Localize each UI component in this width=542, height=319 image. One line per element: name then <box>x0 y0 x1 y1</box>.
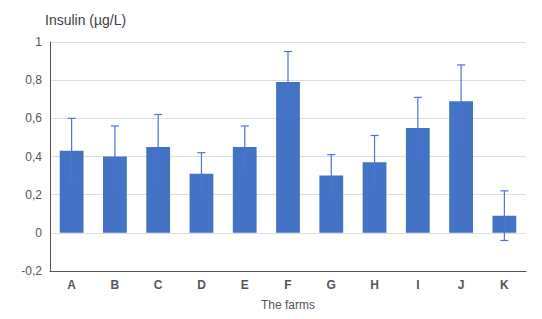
svg-text:H: H <box>370 278 379 292</box>
svg-text:0,4: 0,4 <box>25 150 42 164</box>
svg-text:K: K <box>500 278 509 292</box>
svg-text:0,8: 0,8 <box>25 73 42 87</box>
svg-text:G: G <box>327 278 336 292</box>
svg-text:-0,2: -0,2 <box>21 264 42 278</box>
svg-text:The farms: The farms <box>261 298 315 312</box>
svg-text:0: 0 <box>35 226 42 240</box>
svg-text:0,2: 0,2 <box>25 188 42 202</box>
svg-text:Insulin (µg/L): Insulin (µg/L) <box>45 12 126 28</box>
svg-text:I: I <box>416 278 419 292</box>
svg-text:0,6: 0,6 <box>25 111 42 125</box>
svg-text:F: F <box>284 278 291 292</box>
svg-text:C: C <box>154 278 163 292</box>
svg-text:D: D <box>197 278 206 292</box>
svg-text:E: E <box>241 278 249 292</box>
svg-text:J: J <box>458 278 465 292</box>
svg-text:B: B <box>111 278 120 292</box>
svg-text:A: A <box>67 278 76 292</box>
svg-text:1: 1 <box>35 35 42 49</box>
